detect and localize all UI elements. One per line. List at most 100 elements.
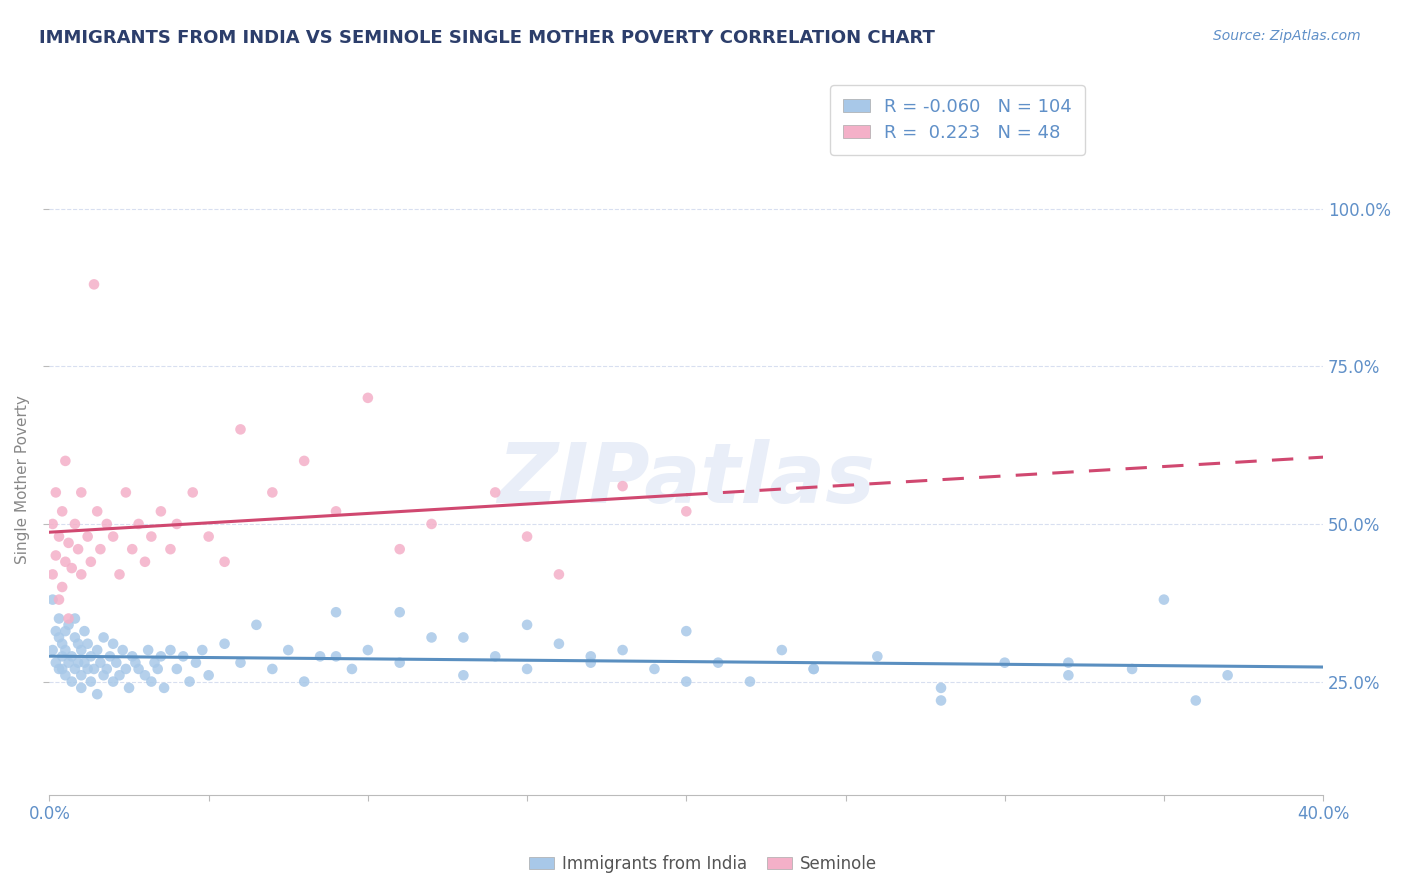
Point: [229, 422, 252, 436]
Point: [121, 542, 143, 557]
Point: [80, 649, 103, 664]
Point: [388, 605, 411, 619]
Point: [707, 656, 730, 670]
Point: [159, 542, 181, 557]
Point: [96, 662, 118, 676]
Point: [58, 656, 80, 670]
Point: [191, 643, 214, 657]
Point: [579, 656, 602, 670]
Point: [101, 637, 124, 651]
Point: [675, 624, 697, 639]
Legend: R = -0.060   N = 104, R =  0.223   N = 48: R = -0.060 N = 104, R = 0.223 N = 48: [831, 86, 1085, 154]
Point: [115, 662, 138, 676]
Point: [76, 637, 98, 651]
Point: [70, 643, 93, 657]
Point: [197, 668, 219, 682]
Point: [96, 516, 118, 531]
Point: [51, 580, 73, 594]
Point: [41, 567, 63, 582]
Point: [149, 504, 172, 518]
Point: [51, 504, 73, 518]
Point: [70, 485, 93, 500]
Point: [643, 662, 665, 676]
Point: [229, 656, 252, 670]
Point: [388, 656, 411, 670]
Point: [53, 668, 76, 682]
Point: [675, 504, 697, 518]
Point: [86, 687, 108, 701]
Point: [51, 649, 73, 664]
Text: ZIPatlas: ZIPatlas: [498, 440, 875, 520]
Point: [101, 530, 124, 544]
Point: [63, 662, 86, 676]
Point: [128, 516, 150, 531]
Point: [83, 277, 105, 292]
Point: [1216, 668, 1239, 682]
Point: [73, 624, 96, 639]
Point: [67, 656, 90, 670]
Point: [548, 567, 571, 582]
Point: [70, 567, 93, 582]
Point: [340, 662, 363, 676]
Point: [420, 631, 443, 645]
Point: [73, 656, 96, 670]
Point: [292, 454, 315, 468]
Point: [48, 530, 70, 544]
Point: [89, 542, 111, 557]
Point: [146, 662, 169, 676]
Point: [141, 530, 163, 544]
Point: [93, 631, 115, 645]
Point: [484, 649, 506, 664]
Point: [929, 681, 952, 695]
Point: [612, 479, 634, 493]
Point: [184, 656, 207, 670]
Point: [45, 656, 67, 670]
Point: [159, 643, 181, 657]
Point: [277, 643, 299, 657]
Point: [803, 662, 825, 676]
Point: [214, 555, 236, 569]
Point: [1121, 662, 1143, 676]
Point: [803, 662, 825, 676]
Point: [45, 485, 67, 500]
Point: [929, 693, 952, 707]
Point: [453, 668, 475, 682]
Point: [516, 617, 538, 632]
Legend: Immigrants from India, Seminole: Immigrants from India, Seminole: [522, 848, 884, 880]
Point: [136, 643, 159, 657]
Point: [1153, 592, 1175, 607]
Point: [484, 485, 506, 500]
Point: [48, 592, 70, 607]
Point: [93, 668, 115, 682]
Point: [388, 542, 411, 557]
Point: [101, 674, 124, 689]
Point: [45, 549, 67, 563]
Point: [41, 592, 63, 607]
Point: [134, 668, 156, 682]
Point: [1184, 693, 1206, 707]
Point: [1057, 656, 1080, 670]
Point: [63, 611, 86, 625]
Point: [453, 631, 475, 645]
Point: [48, 611, 70, 625]
Point: [98, 649, 121, 664]
Point: [53, 454, 76, 468]
Text: Source: ZipAtlas.com: Source: ZipAtlas.com: [1213, 29, 1361, 43]
Point: [115, 485, 138, 500]
Point: [121, 649, 143, 664]
Point: [166, 662, 188, 676]
Point: [770, 643, 793, 657]
Point: [58, 617, 80, 632]
Point: [108, 668, 131, 682]
Point: [738, 674, 761, 689]
Point: [105, 656, 128, 670]
Point: [41, 643, 63, 657]
Point: [70, 681, 93, 695]
Point: [51, 637, 73, 651]
Point: [516, 662, 538, 676]
Point: [118, 681, 141, 695]
Point: [48, 662, 70, 676]
Point: [53, 643, 76, 657]
Point: [325, 649, 347, 664]
Point: [262, 662, 284, 676]
